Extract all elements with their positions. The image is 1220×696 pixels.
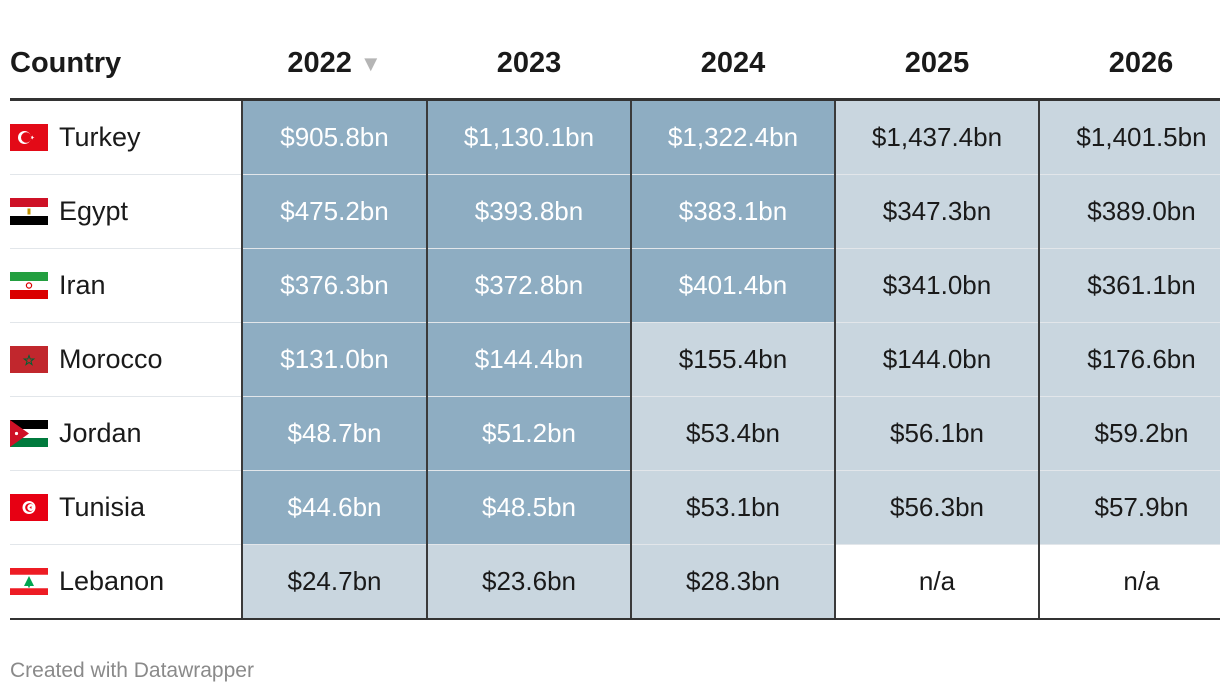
table-row: Morocco $131.0bn $144.4bn $155.4bn $144.0bn $… <box>10 322 1220 397</box>
country-label-group: Turkey <box>10 122 241 153</box>
value-cell-2022: $905.8bn <box>241 99 427 175</box>
value-cell-2025: $144.0bn <box>834 322 1039 397</box>
value-cell-2025: $56.1bn <box>834 396 1039 471</box>
value-cell-2022: $475.2bn <box>241 174 427 249</box>
country-label-group: Lebanon <box>10 566 241 597</box>
country-label-group: Tunisia <box>10 492 241 523</box>
year-column-header-2025[interactable]: 2025 <box>835 28 1039 101</box>
value-cell-2024: $28.3bn <box>630 544 835 620</box>
country-column-header[interactable]: Country <box>10 28 242 101</box>
value-cell-2024: $1,322.4bn <box>630 99 835 175</box>
value-cell-2022: $44.6bn <box>241 470 427 545</box>
value-cell-2023: $372.8bn <box>426 248 631 323</box>
value-cell-2024: $155.4bn <box>630 322 835 397</box>
table-row: Lebanon $24.7bn $23.6bn $28.3bn n/a n/a <box>10 544 1220 620</box>
value-cell-2026: $361.1bn <box>1038 248 1220 323</box>
country-name: Jordan <box>59 418 142 448</box>
country-cell: Lebanon <box>10 544 242 620</box>
gdp-table: Country 2022 ▼ 2023 2024 2025 2026 Turkey… <box>10 28 1220 620</box>
country-cell: Morocco <box>10 322 242 397</box>
value-cell-2024: $53.1bn <box>630 470 835 545</box>
value-cell-2025: $56.3bn <box>834 470 1039 545</box>
country-name: Tunisia <box>59 492 146 522</box>
value-cell-2023: $48.5bn <box>426 470 631 545</box>
value-cell-2026: n/a <box>1038 544 1220 620</box>
country-label-group: Morocco <box>10 344 241 375</box>
value-cell-2022: $24.7bn <box>241 544 427 620</box>
country-cell: Jordan <box>10 396 242 471</box>
morocco-flag-icon <box>10 346 48 373</box>
egypt-flag-icon <box>10 198 48 225</box>
value-cell-2024: $383.1bn <box>630 174 835 249</box>
value-cell-2023: $144.4bn <box>426 322 631 397</box>
country-name: Iran <box>59 270 106 300</box>
country-cell: Egypt <box>10 174 242 249</box>
value-cell-2025: n/a <box>834 544 1039 620</box>
value-cell-2026: $57.9bn <box>1038 470 1220 545</box>
year-column-header-2024[interactable]: 2024 <box>631 28 835 101</box>
sort-descending-icon: ▼ <box>359 50 382 76</box>
year-column-header-2022[interactable]: 2022 ▼ <box>242 28 427 101</box>
table-body: Turkey $905.8bn $1,130.1bn $1,322.4bn $1,437… <box>10 99 1220 620</box>
value-cell-2025: $341.0bn <box>834 248 1039 323</box>
value-cell-2024: $401.4bn <box>630 248 835 323</box>
table-row: Iran $376.3bn $372.8bn $401.4bn $341.0bn $361… <box>10 248 1220 323</box>
value-cell-2023: $1,130.1bn <box>426 99 631 175</box>
country-cell: Iran <box>10 248 242 323</box>
country-cell: Turkey <box>10 99 242 175</box>
value-cell-2022: $48.7bn <box>241 396 427 471</box>
table-header-row: Country 2022 ▼ 2023 2024 2025 2026 <box>10 28 1220 101</box>
value-cell-2024: $53.4bn <box>630 396 835 471</box>
value-cell-2022: $376.3bn <box>241 248 427 323</box>
country-label-group: Egypt <box>10 196 241 227</box>
value-cell-2023: $23.6bn <box>426 544 631 620</box>
country-name: Morocco <box>59 344 163 374</box>
value-cell-2026: $1,401.5bn <box>1038 99 1220 175</box>
value-cell-2026: $389.0bn <box>1038 174 1220 249</box>
iran-flag-icon <box>10 272 48 299</box>
table-row: Tunisia $44.6bn $48.5bn $53.1bn $56.3bn $57.9… <box>10 470 1220 545</box>
country-label-group: Jordan <box>10 418 241 449</box>
table-row: Jordan $48.7bn $51.2bn $53.4bn $56.1bn $59.2b… <box>10 396 1220 471</box>
table-row: Egypt $475.2bn $393.8bn $383.1bn $347.3bn $38… <box>10 174 1220 249</box>
year-label: 2022 <box>287 46 352 79</box>
footer-credit[interactable]: Created with Datawrapper <box>10 659 254 682</box>
country-cell: Tunisia <box>10 470 242 545</box>
year-column-header-2023[interactable]: 2023 <box>427 28 631 101</box>
country-name: Lebanon <box>59 566 165 596</box>
value-cell-2025: $1,437.4bn <box>834 99 1039 175</box>
lebanon-flag-icon <box>10 568 48 595</box>
country-name: Egypt <box>59 196 129 226</box>
value-cell-2023: $51.2bn <box>426 396 631 471</box>
value-cell-2025: $347.3bn <box>834 174 1039 249</box>
value-cell-2023: $393.8bn <box>426 174 631 249</box>
value-cell-2022: $131.0bn <box>241 322 427 397</box>
value-cell-2026: $59.2bn <box>1038 396 1220 471</box>
gdp-table-container: Country 2022 ▼ 2023 2024 2025 2026 Turkey… <box>10 28 1220 620</box>
tunisia-flag-icon <box>10 494 48 521</box>
country-label-group: Iran <box>10 270 241 301</box>
value-cell-2026: $176.6bn <box>1038 322 1220 397</box>
country-name: Turkey <box>59 122 141 152</box>
year-column-header-2026[interactable]: 2026 <box>1039 28 1220 101</box>
turkey-flag-icon <box>10 124 48 151</box>
jordan-flag-icon <box>10 420 48 447</box>
table-row: Turkey $905.8bn $1,130.1bn $1,322.4bn $1,437… <box>10 99 1220 175</box>
